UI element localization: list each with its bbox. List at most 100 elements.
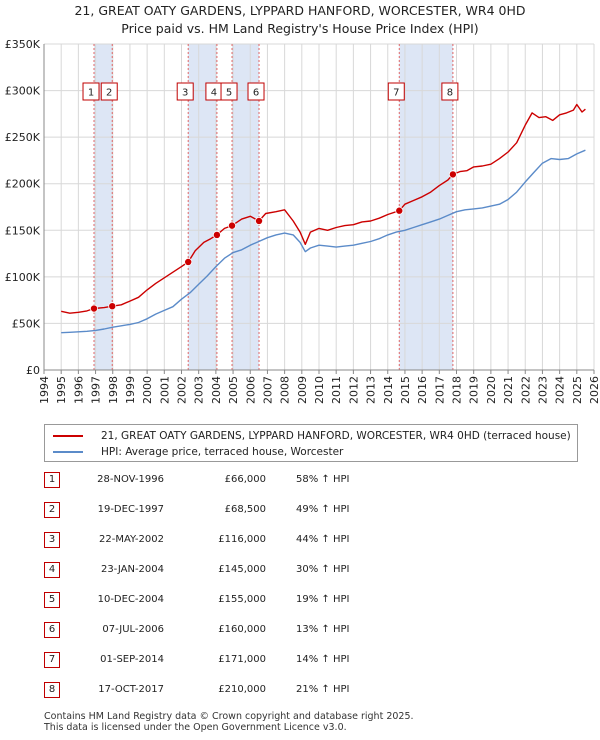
y-tick-label: £0 bbox=[26, 364, 40, 377]
sale-hpi-change: 19% ↑ HPI bbox=[296, 594, 350, 605]
x-tick-label: 2019 bbox=[468, 376, 481, 404]
x-tick-label: 2013 bbox=[365, 376, 378, 404]
sale-number-badge: 1 bbox=[44, 472, 60, 488]
sale-date: 28-NOV-1996 bbox=[97, 474, 164, 485]
y-tick-label: £50K bbox=[12, 317, 41, 330]
sale-number-badge: 3 bbox=[44, 532, 60, 548]
x-tick-label: 2000 bbox=[141, 376, 154, 404]
sale-marker-box bbox=[176, 82, 194, 101]
sale-point bbox=[395, 206, 404, 215]
sale-price: £210,000 bbox=[218, 684, 266, 695]
x-tick-label: 2017 bbox=[433, 376, 446, 404]
sale-marker-label: 3 bbox=[182, 88, 188, 99]
sale-point bbox=[108, 302, 117, 311]
sale-point bbox=[212, 230, 221, 239]
sale-marker-label: 4 bbox=[211, 88, 217, 99]
x-tick-label: 2016 bbox=[416, 376, 429, 404]
x-tick-label: 2022 bbox=[519, 376, 532, 404]
sale-row: 1 28-NOV-1996 £66,000 58% ↑ HPI bbox=[44, 470, 584, 490]
x-tick-label: 2003 bbox=[193, 376, 206, 404]
x-tick-label: 2001 bbox=[158, 376, 171, 404]
sale-row: 4 23-JAN-2004 £145,000 30% ↑ HPI bbox=[44, 560, 584, 580]
chart-title: 21, GREAT OATY GARDENS, LYPPARD HANFORD,… bbox=[0, 2, 600, 38]
y-tick-label: £100K bbox=[5, 271, 41, 284]
sale-price: £116,000 bbox=[218, 534, 266, 545]
x-tick-label: 2023 bbox=[536, 376, 549, 404]
x-tick-label: 2002 bbox=[176, 376, 189, 404]
x-tick-label: 1999 bbox=[124, 376, 137, 404]
sale-date: 22-MAY-2002 bbox=[98, 534, 164, 545]
x-tick-label: 2011 bbox=[330, 376, 343, 404]
sale-number-badge: 7 bbox=[44, 652, 60, 668]
sale-price: £160,000 bbox=[218, 624, 266, 635]
sale-marker-label: 8 bbox=[447, 88, 453, 99]
x-tick-label: 2005 bbox=[227, 376, 240, 404]
sale-price: £145,000 bbox=[218, 564, 266, 575]
x-tick-label: 2014 bbox=[382, 376, 395, 404]
x-tick-label: 2026 bbox=[588, 376, 600, 404]
sale-marker-box bbox=[82, 82, 100, 101]
x-tick-label: 2007 bbox=[261, 376, 274, 404]
sale-point bbox=[255, 216, 264, 225]
sale-marker-box bbox=[247, 82, 265, 101]
x-tick-label: 2008 bbox=[279, 376, 292, 404]
sale-price: £171,000 bbox=[218, 654, 266, 665]
sale-hpi-change: 44% ↑ HPI bbox=[296, 534, 350, 545]
sale-row: 5 10-DEC-2004 £155,000 19% ↑ HPI bbox=[44, 590, 584, 610]
sale-marker-label: 5 bbox=[226, 88, 232, 99]
sale-marker-label: 6 bbox=[253, 88, 259, 99]
sale-number-badge: 6 bbox=[44, 622, 60, 638]
legend-swatch-property bbox=[53, 435, 83, 437]
legend-entry-property: 21, GREAT OATY GARDENS, LYPPARD HANFORD,… bbox=[53, 428, 571, 444]
shaded-period bbox=[94, 44, 113, 370]
x-tick-label: 1995 bbox=[55, 376, 68, 404]
sale-row: 2 19-DEC-1997 £68,500 49% ↑ HPI bbox=[44, 500, 584, 520]
sale-marker-box bbox=[220, 82, 238, 101]
sale-price: £155,000 bbox=[218, 594, 266, 605]
sale-number-badge: 2 bbox=[44, 502, 60, 518]
sale-date: 07-JUL-2006 bbox=[102, 624, 164, 635]
sale-point bbox=[448, 170, 457, 179]
sale-marker-box bbox=[100, 82, 118, 101]
y-tick-label: £200K bbox=[5, 178, 41, 191]
y-tick-label: £150K bbox=[5, 224, 41, 237]
sale-marker-label: 1 bbox=[88, 88, 94, 99]
x-tick-label: 2021 bbox=[502, 376, 515, 404]
sale-number-badge: 4 bbox=[44, 562, 60, 578]
sale-point bbox=[90, 304, 99, 313]
x-tick-label: 2006 bbox=[244, 376, 257, 404]
x-tick-label: 1997 bbox=[90, 376, 103, 404]
sale-row: 8 17-OCT-2017 £210,000 21% ↑ HPI bbox=[44, 680, 584, 700]
sale-row: 3 22-MAY-2002 £116,000 44% ↑ HPI bbox=[44, 530, 584, 550]
legend-swatch-hpi bbox=[53, 451, 83, 453]
x-tick-label: 2018 bbox=[451, 376, 464, 404]
chart-legend: 21, GREAT OATY GARDENS, LYPPARD HANFORD,… bbox=[44, 424, 578, 462]
y-tick-label: £300K bbox=[5, 85, 41, 98]
sale-date: 01-SEP-2014 bbox=[100, 654, 164, 665]
sale-price: £66,000 bbox=[224, 474, 266, 485]
sale-marker-label: 7 bbox=[393, 88, 399, 99]
sale-date: 10-DEC-2004 bbox=[97, 594, 164, 605]
x-tick-label: 2004 bbox=[210, 376, 223, 404]
sale-row: 6 07-JUL-2006 £160,000 13% ↑ HPI bbox=[44, 620, 584, 640]
sale-date: 19-DEC-1997 bbox=[97, 504, 164, 515]
x-tick-label: 2024 bbox=[554, 376, 567, 404]
sale-hpi-change: 49% ↑ HPI bbox=[296, 504, 350, 515]
x-tick-label: 1994 bbox=[38, 376, 51, 404]
x-tick-label: 1996 bbox=[72, 376, 85, 404]
sale-row: 7 01-SEP-2014 £171,000 14% ↑ HPI bbox=[44, 650, 584, 670]
footer-licence: This data is licensed under the Open Gov… bbox=[44, 722, 347, 733]
sale-marker-box bbox=[441, 82, 459, 101]
hpi-line bbox=[61, 149, 586, 334]
property-price-line bbox=[61, 103, 586, 314]
sale-date: 17-OCT-2017 bbox=[98, 684, 164, 695]
x-tick-label: 1998 bbox=[107, 376, 120, 404]
sale-hpi-change: 30% ↑ HPI bbox=[296, 564, 350, 575]
sale-marker-box bbox=[387, 82, 405, 101]
sale-point bbox=[184, 257, 193, 266]
sale-hpi-change: 13% ↑ HPI bbox=[296, 624, 350, 635]
y-tick-label: £350K bbox=[5, 38, 41, 51]
legend-entry-hpi: HPI: Average price, terraced house, Worc… bbox=[53, 444, 343, 460]
sale-number-badge: 5 bbox=[44, 592, 60, 608]
